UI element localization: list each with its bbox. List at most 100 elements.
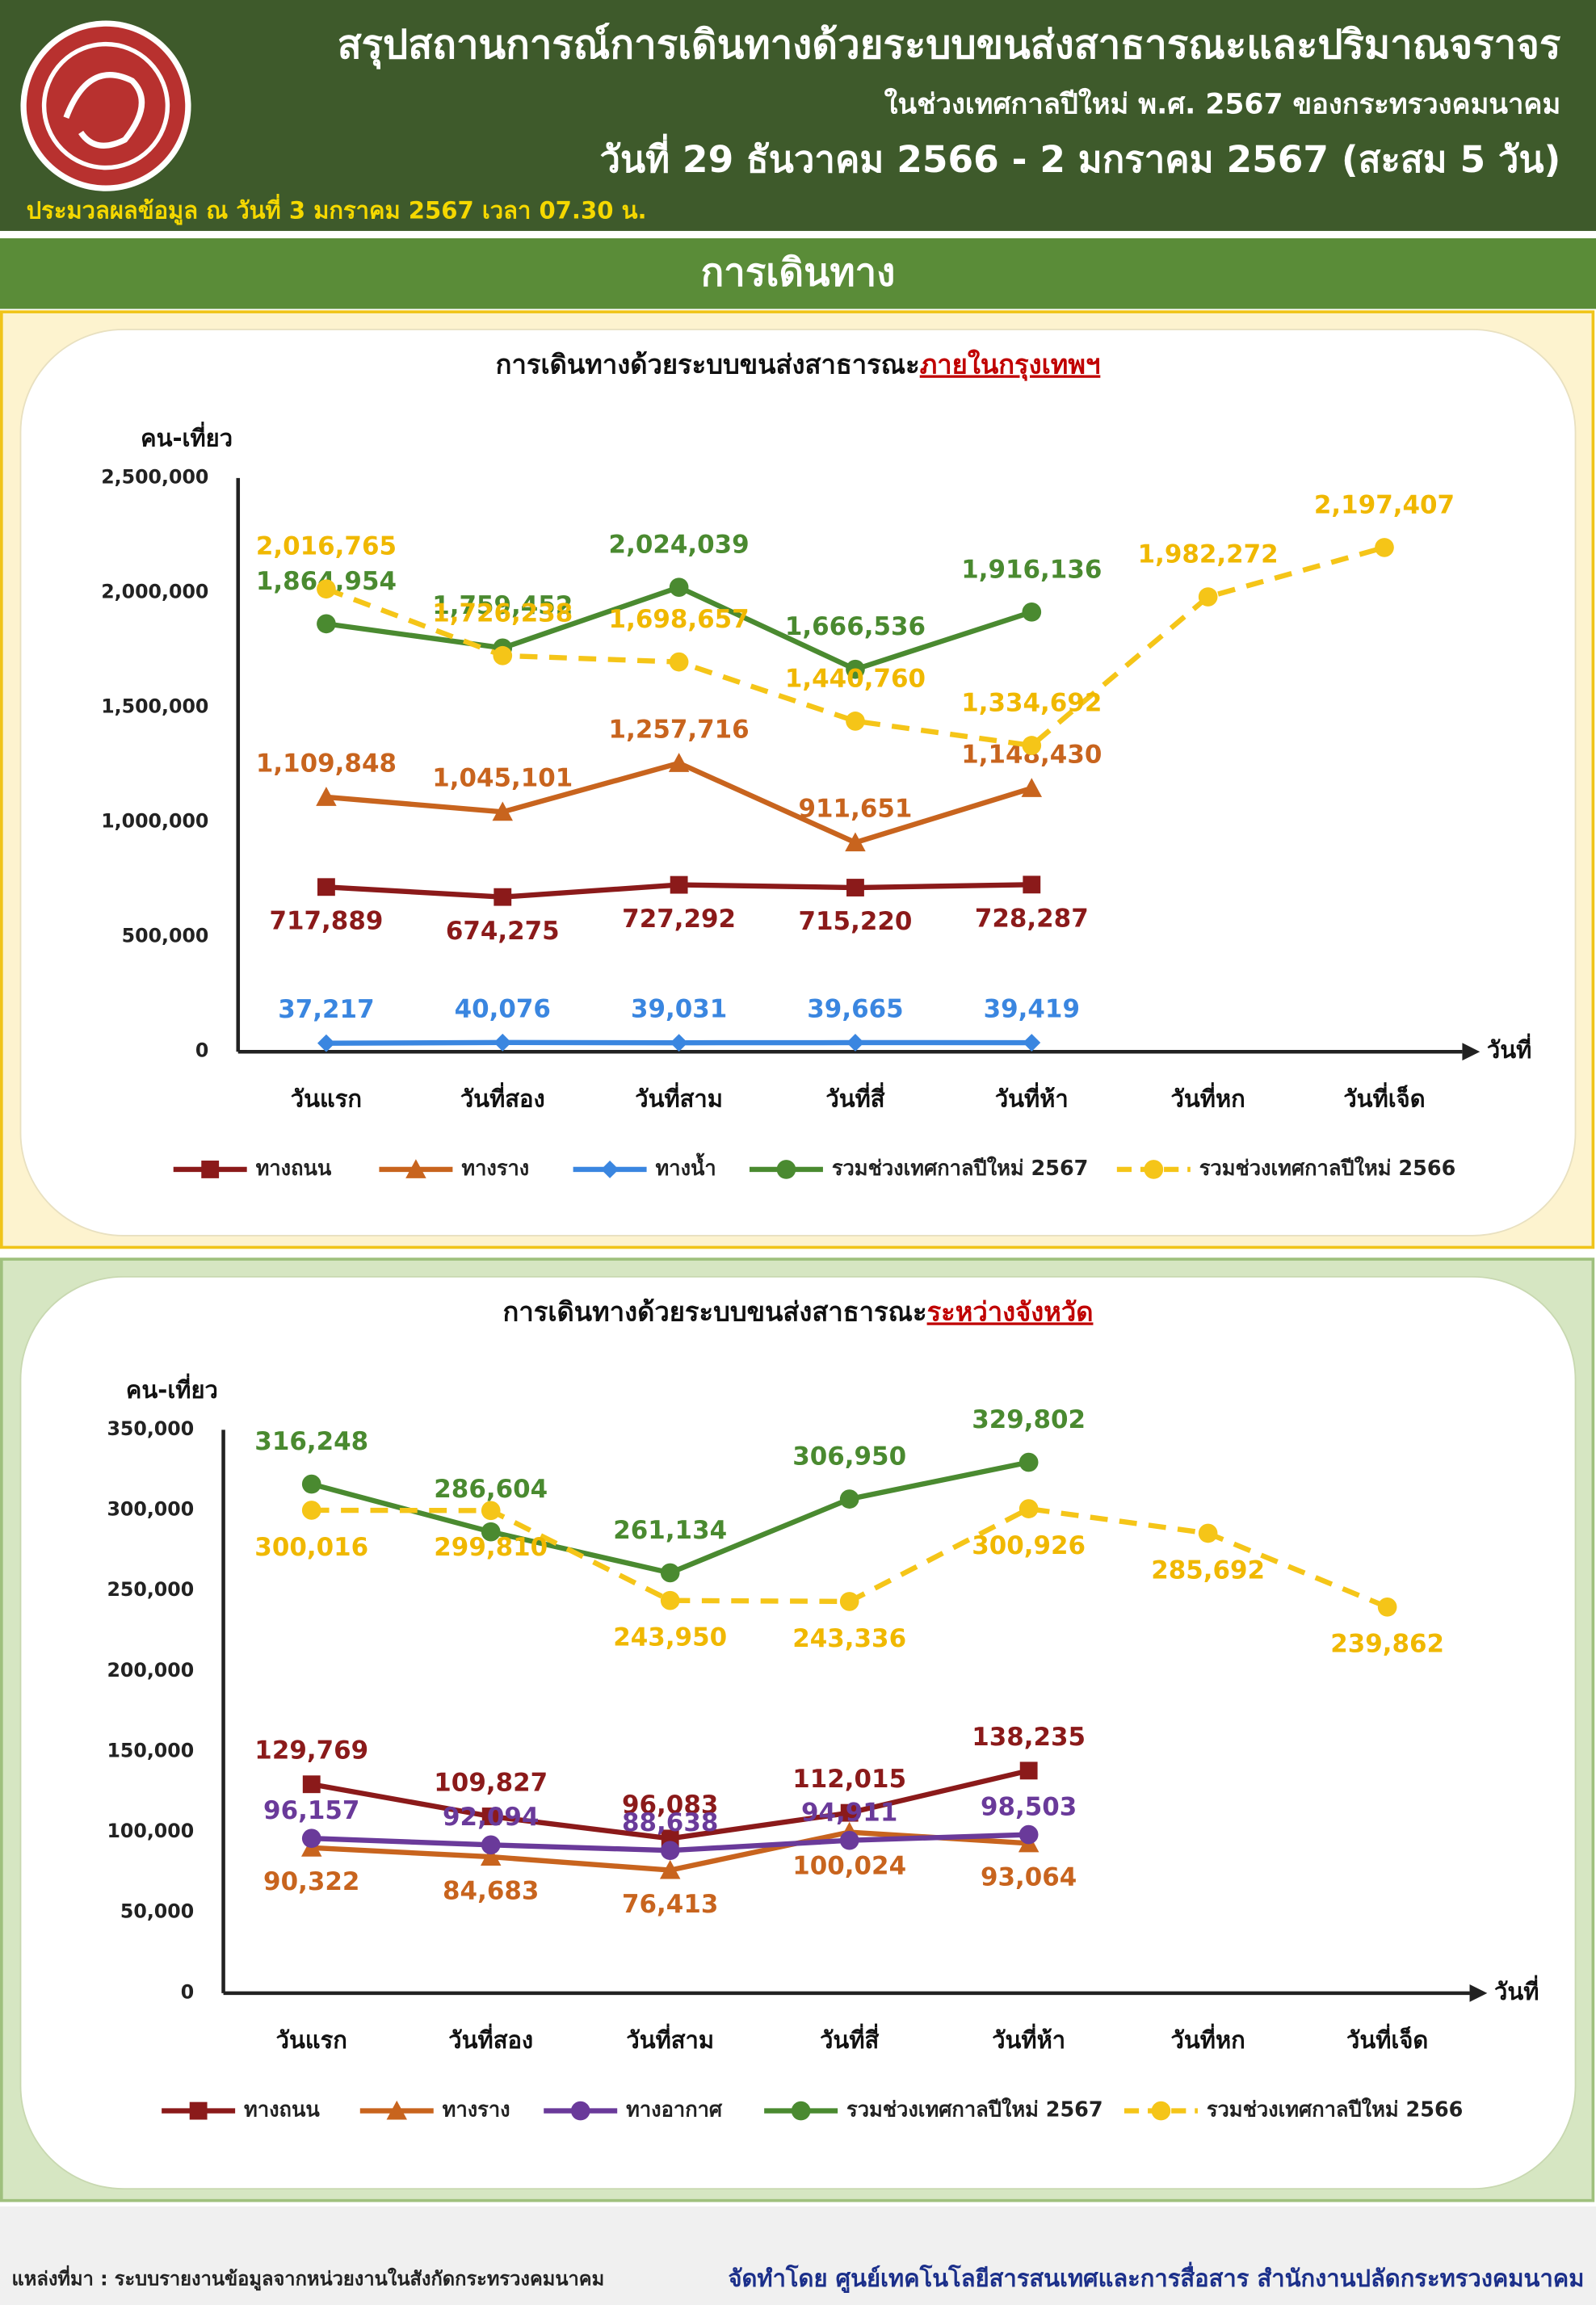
- y-tick-label: 350,000: [107, 1417, 194, 1440]
- y-tick-label: 1,500,000: [101, 695, 208, 718]
- marker: [494, 888, 512, 906]
- marker: [302, 1775, 321, 1794]
- legend-label: ทางราง: [443, 2098, 510, 2122]
- data-label: 138,235: [972, 1723, 1086, 1752]
- marker: [1021, 778, 1043, 797]
- y-tick-label: 500,000: [122, 925, 209, 947]
- marker: [669, 577, 689, 597]
- data-label: 1,666,536: [785, 612, 926, 641]
- y-tick-label: 50,000: [120, 1900, 194, 1923]
- logo: [20, 20, 191, 191]
- y-axis-label: คน-เที่ยว: [141, 422, 233, 452]
- chart-title-main: การเดินทางด้วยระบบขนส่งสาธารณะ: [503, 1296, 927, 1327]
- x-tick-label: วันที่เจ็ด: [1343, 1081, 1425, 1112]
- legend-label: ทางอากาศ: [626, 2098, 723, 2122]
- marker: [1198, 1523, 1218, 1543]
- marker: [1022, 736, 1042, 755]
- x-axis-arrow: [1469, 1984, 1488, 2002]
- data-label: 40,076: [455, 994, 551, 1023]
- data-label: 88,638: [622, 1808, 718, 1837]
- marker: [1198, 587, 1218, 607]
- data-label: 94,911: [801, 1798, 897, 1827]
- marker: [189, 2101, 208, 2120]
- y-tick-label: 2,000,000: [101, 580, 208, 602]
- data-label: 1,726,238: [432, 598, 573, 628]
- x-axis-label: วันที่: [1494, 1975, 1539, 2005]
- marker: [301, 1474, 321, 1494]
- x-tick-label: วันที่ห้า: [992, 2023, 1065, 2054]
- data-label: 329,802: [972, 1405, 1086, 1434]
- data-label: 129,769: [254, 1736, 368, 1765]
- data-label: 39,419: [984, 994, 1080, 1023]
- x-axis-label: วันที่: [1487, 1033, 1531, 1064]
- chart-title-emphasis: ระหว่างจังหวัด: [927, 1296, 1094, 1327]
- y-axis-label: คน-เที่ยว: [126, 1373, 218, 1404]
- data-label: 100,024: [792, 1852, 906, 1881]
- data-label: 1,257,716: [609, 715, 750, 744]
- header-subtitle: ในช่วงเทศกาลปีใหม่ พ.ศ. 2567 ของกระทรวงค…: [884, 88, 1561, 121]
- marker: [1019, 1761, 1038, 1780]
- x-tick-label: วันที่สอง: [460, 1081, 545, 1112]
- x-tick-label: วันแรก: [291, 1085, 362, 1112]
- data-label: 1,759,452: [432, 591, 573, 620]
- data-label: 728,287: [975, 905, 1089, 934]
- marker: [481, 1501, 501, 1521]
- marker: [494, 1033, 512, 1052]
- marker: [492, 801, 514, 821]
- marker: [840, 1803, 859, 1822]
- marker: [1023, 1034, 1041, 1052]
- marker: [839, 1592, 859, 1611]
- data-label: 911,651: [799, 795, 913, 824]
- marker: [846, 879, 864, 896]
- marker: [317, 614, 336, 634]
- marker: [1022, 602, 1042, 622]
- x-tick-label: วันที่ห้า: [995, 1081, 1069, 1112]
- legend-label: ทางราง: [461, 1157, 529, 1181]
- marker: [845, 832, 866, 852]
- marker: [1018, 1452, 1039, 1472]
- x-tick-label: วันที่เจ็ด: [1346, 2023, 1428, 2054]
- marker: [791, 2101, 811, 2121]
- x-tick-label: วันที่สอง: [448, 2023, 533, 2054]
- marker: [601, 1161, 620, 1178]
- data-label: 300,016: [254, 1533, 368, 1562]
- footer-source: แหล่งที่มา : ระบบรายงานข้อมูลจากหน่วยงาน…: [12, 2265, 605, 2291]
- chart-title: การเดินทางด้วยระบบขนส่งสาธารณะระหว่างจัง…: [503, 1296, 1094, 1327]
- legend-label: ทางถนน: [256, 1157, 332, 1181]
- marker: [660, 1563, 680, 1583]
- chart-title-emphasis: ภายในกรุงเทพฯ: [920, 348, 1101, 381]
- marker: [480, 1846, 502, 1866]
- data-label: 1,440,760: [785, 664, 926, 693]
- data-label: 92,094: [443, 1803, 539, 1832]
- x-tick-label: วันที่สี่: [820, 2023, 879, 2054]
- data-label: 727,292: [622, 905, 736, 934]
- marker: [1018, 1824, 1039, 1845]
- data-label: 109,827: [434, 1768, 548, 1797]
- marker: [776, 1160, 796, 1179]
- marker: [201, 1161, 220, 1178]
- data-label: 76,413: [622, 1890, 718, 1919]
- data-label: 112,015: [792, 1765, 906, 1794]
- data-label: 90,322: [263, 1867, 359, 1896]
- marker: [846, 659, 865, 679]
- marker: [670, 875, 688, 894]
- legend-label: รวมช่วงเทศกาลปีใหม่ 2566: [1207, 2097, 1464, 2122]
- data-label: 715,220: [799, 907, 913, 936]
- marker: [839, 1489, 859, 1509]
- footer-bg: [0, 2206, 1596, 2305]
- data-label: 285,692: [1151, 1556, 1265, 1585]
- header-bg: [0, 0, 1596, 231]
- section-title: การเดินทาง: [701, 251, 896, 296]
- marker: [1144, 1160, 1164, 1179]
- section-bar: [0, 238, 1596, 309]
- marker: [493, 645, 513, 665]
- data-label: 286,604: [434, 1475, 548, 1504]
- data-label: 1,916,136: [961, 555, 1102, 584]
- y-tick-label: 1,000,000: [101, 810, 208, 833]
- marker: [1018, 1499, 1039, 1518]
- data-label: 37,217: [278, 995, 374, 1024]
- x-tick-label: วันที่สาม: [626, 2023, 714, 2054]
- data-label: 300,926: [972, 1531, 1086, 1560]
- marker: [660, 1590, 680, 1610]
